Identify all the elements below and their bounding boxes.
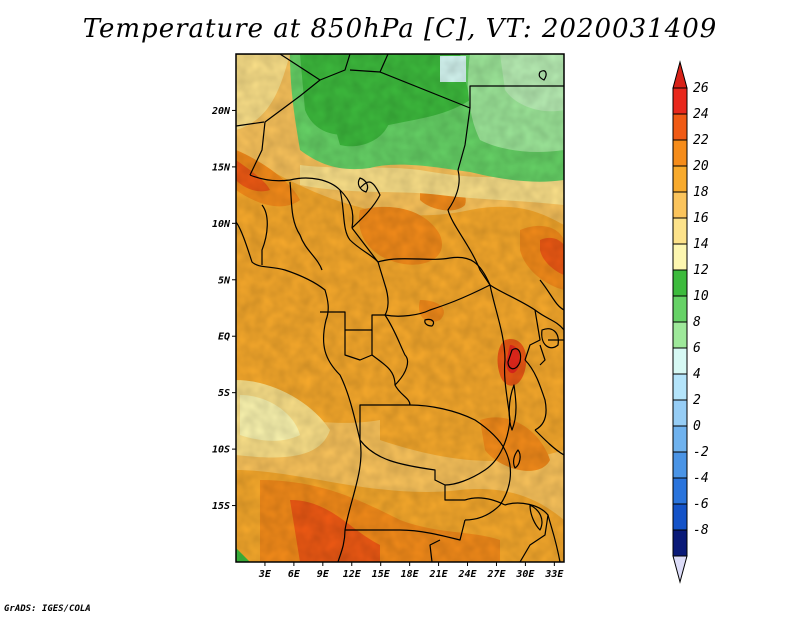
colorbar-label: 4	[693, 367, 701, 382]
colorbar-bottom-arrow	[672, 555, 688, 584]
colorbar-label: 12	[693, 263, 709, 278]
lat-tick-label: 20N	[211, 106, 231, 117]
colorbar-swatch	[672, 113, 688, 141]
colorbar-swatch	[672, 87, 688, 115]
colorbar-swatch	[672, 399, 688, 427]
lat-tick-label: 10N	[212, 219, 231, 230]
lon-tick-label: 27E	[486, 569, 506, 580]
map-title: Temperature at 850hPa [C], VT: 202003140…	[82, 14, 718, 44]
latitude-axis: 20N 15N 10N 5N EQ 5S 10S 15S	[211, 106, 236, 512]
lat-tick-label: 5S	[218, 388, 230, 399]
lon-tick-label: 15E	[372, 569, 391, 580]
lon-tick-label: 18E	[401, 569, 420, 580]
colorbar-label: 0	[693, 419, 701, 434]
colorbar-swatch	[672, 425, 688, 453]
lon-tick-label: 24E	[457, 569, 477, 580]
colorbar-swatch	[672, 139, 688, 167]
colorbar-label: 24	[693, 107, 709, 122]
colorbar-swatch	[672, 451, 688, 479]
temperature-field	[236, 54, 564, 562]
colorbar-label: -8	[693, 523, 709, 538]
lon-tick-label: 3E	[258, 569, 272, 580]
colorbar-swatch	[672, 191, 688, 219]
grads-credit: GrADS: IGES/COLA	[4, 604, 91, 614]
lat-tick-label: 10S	[212, 445, 230, 456]
colorbar-swatch	[672, 243, 688, 271]
colorbar-label: 22	[693, 133, 709, 148]
lon-tick-label: 12E	[343, 569, 362, 580]
lat-tick-label: 15N	[212, 162, 231, 173]
colorbar-swatch	[672, 165, 688, 193]
lat-tick-label: 5N	[218, 275, 231, 286]
colorbar-top-arrow	[672, 60, 688, 89]
longitude-axis: 3E 6E 9E 12E 15E 18E 21E 24E 27E 30E 33E	[258, 562, 564, 580]
colorbar-swatch	[672, 321, 688, 349]
lon-tick-label: 30E	[515, 569, 535, 580]
colorbar-label: 8	[693, 315, 701, 330]
colorbar-label: 16	[693, 211, 709, 226]
colorbar-swatch	[672, 295, 688, 323]
colorbar-label: 26	[693, 81, 709, 96]
lon-tick-label: 33E	[544, 569, 564, 580]
colorbar-swatch	[672, 503, 688, 531]
colorbar-swatch	[672, 373, 688, 401]
colorbar-label: 2	[693, 393, 701, 408]
colorbar-label: -2	[693, 445, 709, 460]
colorbar-label: 18	[693, 185, 709, 200]
lon-tick-label: 6E	[288, 569, 301, 580]
colorbar-label: 10	[693, 289, 709, 304]
colorbar-label: 6	[693, 341, 701, 356]
colorbar-label: -4	[693, 471, 709, 486]
lat-tick-label: EQ	[218, 332, 230, 343]
colorbar-swatch	[672, 477, 688, 505]
colorbar-swatch	[672, 217, 688, 245]
colorbar-label: -6	[693, 497, 709, 512]
colorbar-swatch	[672, 269, 688, 297]
map-frame	[235, 53, 565, 563]
lon-tick-label: 21E	[429, 569, 449, 580]
lat-tick-label: 15S	[212, 501, 230, 512]
colorbar-label: 14	[693, 237, 709, 252]
colorbar-swatch	[672, 529, 688, 557]
colorbar-swatch	[672, 347, 688, 375]
lon-tick-label: 9E	[317, 569, 330, 580]
country-borders	[236, 54, 564, 562]
colorbar-label: 20	[693, 159, 709, 174]
